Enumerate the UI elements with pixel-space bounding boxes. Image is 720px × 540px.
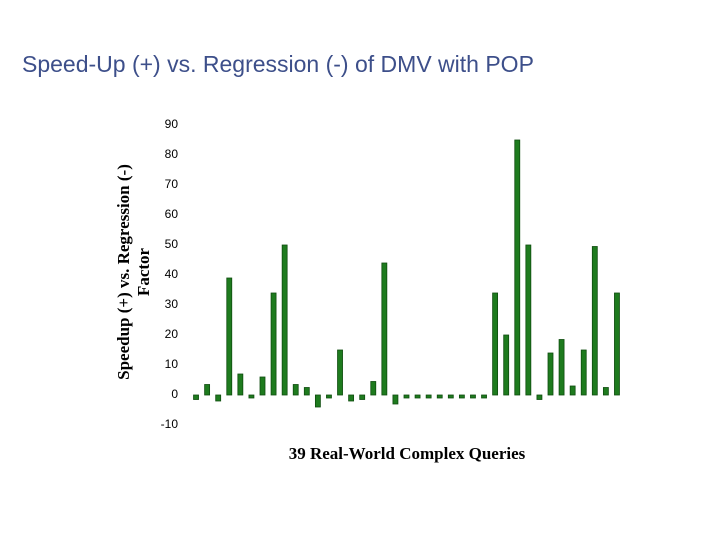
bar <box>558 339 565 396</box>
bar <box>248 394 255 399</box>
bar <box>614 292 620 396</box>
bar <box>447 394 454 399</box>
x-axis-label: 39 Real-World Complex Queries <box>289 444 526 463</box>
y-tick-label: 60 <box>165 207 179 221</box>
bar <box>226 277 233 396</box>
y-tick-label: 30 <box>165 297 179 311</box>
y-tick-label: 70 <box>165 177 179 191</box>
bar <box>436 394 443 399</box>
bar <box>481 394 487 399</box>
bar <box>525 244 532 396</box>
bar <box>602 387 609 396</box>
chart-title: Speed-Up (+) vs. Regression (-) of DMV w… <box>22 51 534 77</box>
bar <box>580 349 587 396</box>
bar <box>370 381 377 396</box>
bar <box>403 394 410 399</box>
bar <box>503 334 510 396</box>
bar <box>193 394 199 400</box>
y-axis-label: Speedup (+) vs. Regression (-) <box>114 164 133 380</box>
bar <box>569 385 576 396</box>
bar <box>292 384 299 396</box>
y-tick-label: 40 <box>165 267 179 281</box>
y-axis-label: Factor <box>134 247 153 296</box>
bar <box>281 244 288 396</box>
bar <box>337 349 343 396</box>
y-tick-label: 0 <box>171 387 178 401</box>
y-tick-label: 90 <box>165 117 179 131</box>
y-tick-label: 50 <box>165 237 179 251</box>
bar <box>237 373 244 396</box>
bar <box>591 246 598 396</box>
bar <box>381 262 388 396</box>
y-tick-label: 10 <box>165 357 179 371</box>
bar <box>303 387 310 396</box>
bar <box>458 394 465 399</box>
y-tick-label: 80 <box>165 147 179 161</box>
bar <box>326 394 332 399</box>
bar <box>359 394 366 400</box>
bar <box>392 394 399 405</box>
bar <box>547 352 554 396</box>
bar <box>215 394 222 402</box>
bar <box>470 394 476 399</box>
y-tick-label: -10 <box>161 417 179 431</box>
bar <box>259 376 266 396</box>
bar <box>270 292 277 396</box>
bar <box>414 394 421 399</box>
bar <box>204 384 211 396</box>
bar <box>536 394 543 400</box>
bar <box>425 394 432 399</box>
bar <box>492 292 499 396</box>
bar <box>348 394 355 402</box>
bar <box>314 394 321 408</box>
bar <box>514 139 521 396</box>
y-tick-label: 20 <box>165 327 179 341</box>
